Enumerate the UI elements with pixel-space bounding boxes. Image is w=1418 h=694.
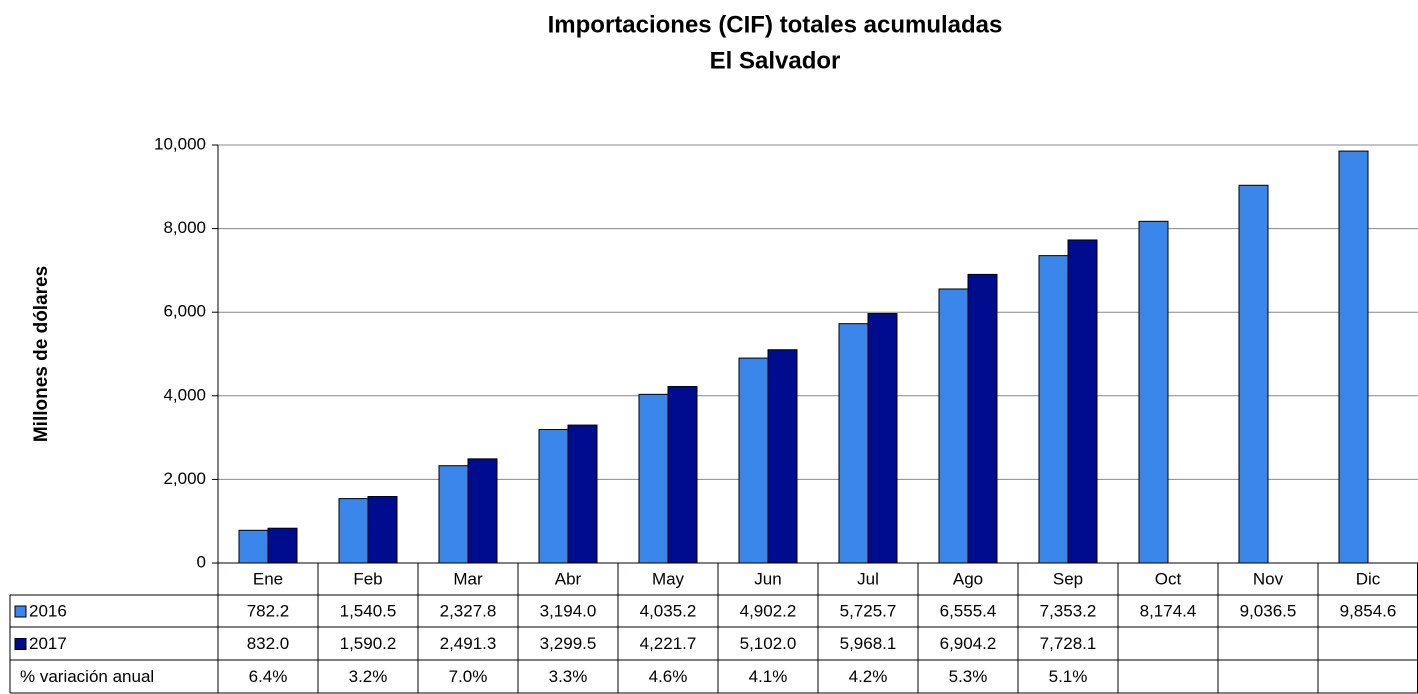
table-value: 5.1% xyxy=(1049,667,1088,686)
x-tick-label: Jun xyxy=(754,569,781,588)
table-value: 6.4% xyxy=(249,667,288,686)
table-value: 5,968.1 xyxy=(840,634,897,653)
x-tick-label: Oct xyxy=(1155,569,1182,588)
bar xyxy=(1038,255,1069,564)
table-value: 3.3% xyxy=(549,667,588,686)
y-tick-label: 8,000 xyxy=(163,218,206,237)
bar xyxy=(667,386,698,564)
x-tick-label: May xyxy=(652,569,685,588)
table-value: 3,299.5 xyxy=(540,634,597,653)
table-value: 6,904.2 xyxy=(940,634,997,653)
x-tick-label: Feb xyxy=(353,569,382,588)
bar xyxy=(1238,184,1269,564)
y-tick-label: 4,000 xyxy=(163,385,206,404)
bar xyxy=(1138,220,1169,564)
table-value: 7,728.1 xyxy=(1040,634,1097,653)
bar xyxy=(867,313,898,564)
table-value: 5,102.0 xyxy=(740,634,797,653)
bar xyxy=(238,529,269,564)
legend-label: 2016 xyxy=(29,601,67,620)
table-value: 7.0% xyxy=(449,667,488,686)
table-value: 4.6% xyxy=(649,667,688,686)
table-value: 4.2% xyxy=(849,667,888,686)
bar xyxy=(267,527,298,564)
y-tick-label: 6,000 xyxy=(163,302,206,321)
table-value: 5.3% xyxy=(949,667,988,686)
bar xyxy=(1338,150,1369,564)
x-tick-label: Jul xyxy=(857,569,879,588)
chart-subtitle: El Salvador xyxy=(710,47,841,74)
x-tick-label: Ago xyxy=(953,569,983,588)
table-value: 7,353.2 xyxy=(1040,601,1097,620)
table-value: 1,540.5 xyxy=(340,601,397,620)
bar xyxy=(338,498,369,564)
x-tick-label: Ene xyxy=(253,569,283,588)
table-value: 782.2 xyxy=(247,601,290,620)
y-tick-label: 10,000 xyxy=(154,134,206,153)
table-value: 2,491.3 xyxy=(440,634,497,653)
bar xyxy=(367,496,398,564)
bar xyxy=(438,465,469,564)
y-tick-label: 0 xyxy=(197,552,206,571)
table-value: 4,221.7 xyxy=(640,634,697,653)
legend-label: 2017 xyxy=(29,634,67,653)
bar xyxy=(938,288,969,564)
bar xyxy=(467,458,498,564)
x-tick-label: Nov xyxy=(1253,569,1284,588)
table-value: 3.2% xyxy=(349,667,388,686)
table-value: 3,194.0 xyxy=(540,601,597,620)
bar xyxy=(567,424,598,564)
table-value: 1,590.2 xyxy=(340,634,397,653)
table-value: 6,555.4 xyxy=(940,601,997,620)
table-value: 9,854.6 xyxy=(1340,601,1397,620)
bar xyxy=(967,273,998,564)
row-label: % variación anual xyxy=(20,667,154,686)
table-value: 9,036.5 xyxy=(1240,601,1297,620)
x-tick-label: Dic xyxy=(1356,569,1381,588)
legend-swatch xyxy=(14,638,27,650)
table-value: 4,035.2 xyxy=(640,601,697,620)
bar xyxy=(538,428,569,564)
bar xyxy=(838,323,869,564)
chart-title: Importaciones (CIF) totales acumuladas xyxy=(548,11,1003,38)
y-axis-label: Millones de dólares xyxy=(31,266,52,442)
table-value: 4.1% xyxy=(749,667,788,686)
y-tick-label: 2,000 xyxy=(163,469,206,488)
legend-swatch xyxy=(14,605,27,618)
bar xyxy=(767,349,798,564)
table-value: 2,327.8 xyxy=(440,601,497,620)
x-tick-label: Abr xyxy=(555,569,582,588)
bar xyxy=(738,357,769,564)
bar xyxy=(638,393,669,564)
table-value: 8,174.4 xyxy=(1140,601,1197,620)
table-value: 4,902.2 xyxy=(740,601,797,620)
bar xyxy=(1067,239,1098,564)
table-value: 5,725.7 xyxy=(840,601,897,620)
x-tick-label: Mar xyxy=(453,569,483,588)
table-value: 832.0 xyxy=(247,634,290,653)
x-tick-label: Sep xyxy=(1053,569,1083,588)
